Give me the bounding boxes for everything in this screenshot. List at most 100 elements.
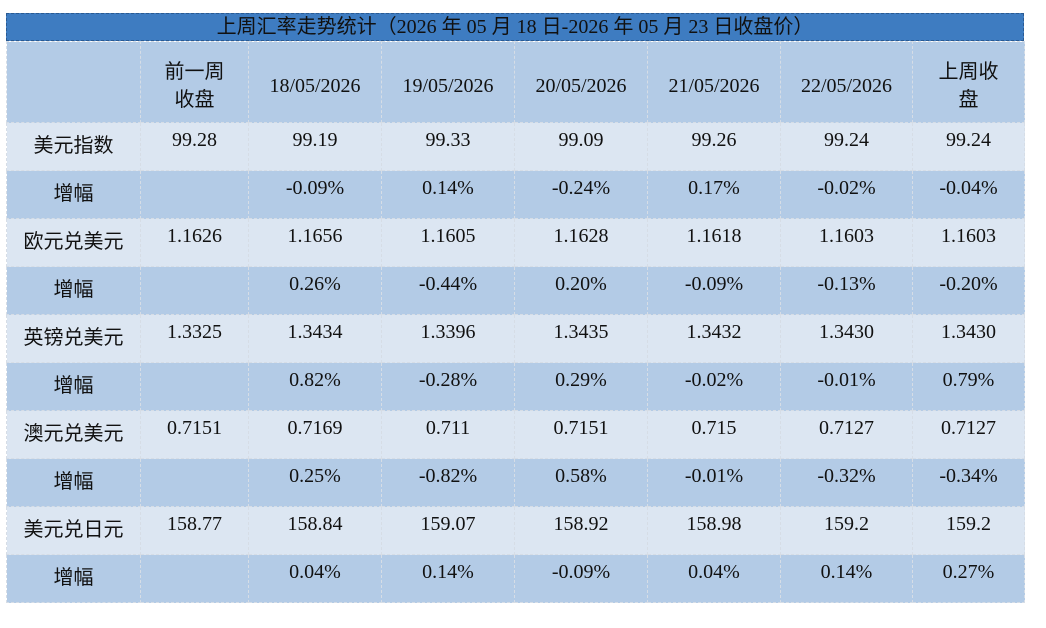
row-label: 增幅 [6, 458, 141, 507]
header-cell: 前一周收盘 [140, 41, 249, 123]
value-cell: 0.715 [647, 410, 781, 459]
value-cell: 0.711 [381, 410, 515, 459]
value-cell: 0.04% [647, 554, 781, 603]
value-cell: 0.26% [248, 266, 382, 315]
header-row: 前一周收盘 18/05/2026 19/05/2026 20/05/2026 21/05… [6, 41, 1025, 123]
value-cell: 1.1603 [912, 218, 1025, 267]
table-row: 欧元兑美元 1.1626 1.1656 1.1605 1.1628 1.1618 1.160… [6, 218, 1025, 267]
rate-table: 前一周收盘 18/05/2026 19/05/2026 20/05/2026 21/05… [6, 41, 1025, 603]
value-cell: 0.7127 [912, 410, 1025, 459]
value-cell: 1.1656 [248, 218, 382, 267]
header-text: 前一周收盘 [164, 61, 225, 111]
empty-cell [140, 170, 249, 219]
value-cell: 1.1626 [140, 218, 249, 267]
value-cell: -0.09% [514, 554, 648, 603]
value-cell: 1.3325 [140, 314, 249, 363]
value-cell: 0.79% [912, 362, 1025, 411]
value-cell: 1.3430 [780, 314, 913, 363]
header-cell: 22/05/2026 [780, 41, 913, 123]
value-cell: -0.34% [912, 458, 1025, 507]
header-cell: 21/05/2026 [647, 41, 781, 123]
value-cell: 158.84 [248, 506, 382, 555]
table-row: 增幅 0.26% -0.44% 0.20% -0.09% -0.13% -0.20% [6, 266, 1025, 315]
value-cell: 159.07 [381, 506, 515, 555]
empty-cell [140, 554, 249, 603]
row-label: 增幅 [6, 362, 141, 411]
header-cell: 18/05/2026 [248, 41, 382, 123]
value-cell: 1.3432 [647, 314, 781, 363]
value-cell: 159.2 [912, 506, 1025, 555]
value-cell: -0.44% [381, 266, 515, 315]
value-cell: 159.2 [780, 506, 913, 555]
value-cell: -0.09% [647, 266, 781, 315]
table-row: 澳元兑美元 0.7151 0.7169 0.711 0.7151 0.715 0.7127 0… [6, 410, 1025, 459]
table-row: 增幅 -0.09% 0.14% -0.24% 0.17% -0.02% -0.04% [6, 170, 1025, 219]
row-label: 澳元兑美元 [6, 410, 141, 459]
value-cell: 0.7151 [514, 410, 648, 459]
value-cell: 0.14% [381, 170, 515, 219]
table-row: 增幅 0.04% 0.14% -0.09% 0.04% 0.14% 0.27% [6, 554, 1025, 603]
value-cell: 0.29% [514, 362, 648, 411]
value-cell: -0.01% [780, 362, 913, 411]
row-label: 美元兑日元 [6, 506, 141, 555]
value-cell: 1.3396 [381, 314, 515, 363]
value-cell: 158.98 [647, 506, 781, 555]
value-cell: -0.01% [647, 458, 781, 507]
empty-cell [140, 362, 249, 411]
value-cell: 1.1628 [514, 218, 648, 267]
value-cell: 1.1603 [780, 218, 913, 267]
value-cell: 0.58% [514, 458, 648, 507]
empty-cell [140, 458, 249, 507]
value-cell: 1.3435 [514, 314, 648, 363]
table-row: 增幅 0.25% -0.82% 0.58% -0.01% -0.32% -0.34% [6, 458, 1025, 507]
header-cell: 上周收盘 [912, 41, 1025, 123]
value-cell: -0.28% [381, 362, 515, 411]
value-cell: 99.28 [140, 122, 249, 171]
row-label: 美元指数 [6, 122, 141, 171]
value-cell: 1.1605 [381, 218, 515, 267]
value-cell: 0.14% [381, 554, 515, 603]
value-cell: -0.82% [381, 458, 515, 507]
row-label: 增幅 [6, 170, 141, 219]
value-cell: 0.25% [248, 458, 382, 507]
empty-cell [140, 266, 249, 315]
row-label: 增幅 [6, 554, 141, 603]
value-cell: 158.92 [514, 506, 648, 555]
value-cell: 0.7127 [780, 410, 913, 459]
value-cell: 99.19 [248, 122, 382, 171]
value-cell: 0.04% [248, 554, 382, 603]
row-label: 欧元兑美元 [6, 218, 141, 267]
value-cell: -0.24% [514, 170, 648, 219]
table-title: 上周汇率走势统计（2026 年 05 月 18 日-2026 年 05 月 23… [6, 13, 1024, 41]
header-text: 上周收盘 [938, 61, 999, 111]
value-cell: -0.04% [912, 170, 1025, 219]
value-cell: -0.13% [780, 266, 913, 315]
value-cell: -0.32% [780, 458, 913, 507]
value-cell: 0.14% [780, 554, 913, 603]
header-corner [6, 41, 141, 123]
header-cell: 20/05/2026 [514, 41, 648, 123]
header-cell: 19/05/2026 [381, 41, 515, 123]
value-cell: -0.09% [248, 170, 382, 219]
value-cell: 1.3434 [248, 314, 382, 363]
value-cell: 0.7151 [140, 410, 249, 459]
row-label: 增幅 [6, 266, 141, 315]
value-cell: -0.20% [912, 266, 1025, 315]
value-cell: 99.33 [381, 122, 515, 171]
value-cell: 0.27% [912, 554, 1025, 603]
table-container: 上周汇率走势统计（2026 年 05 月 18 日-2026 年 05 月 23… [6, 13, 1025, 603]
row-label: 英镑兑美元 [6, 314, 141, 363]
value-cell: 158.77 [140, 506, 249, 555]
table-row: 增幅 0.82% -0.28% 0.29% -0.02% -0.01% 0.79% [6, 362, 1025, 411]
value-cell: 1.1618 [647, 218, 781, 267]
value-cell: 0.7169 [248, 410, 382, 459]
value-cell: 99.26 [647, 122, 781, 171]
table-row: 英镑兑美元 1.3325 1.3434 1.3396 1.3435 1.3432 1.343… [6, 314, 1025, 363]
table-row: 美元指数 99.28 99.19 99.33 99.09 99.26 99.24 99.24 [6, 122, 1025, 171]
value-cell: 0.20% [514, 266, 648, 315]
value-cell: 99.24 [780, 122, 913, 171]
table-row: 美元兑日元 158.77 158.84 159.07 158.92 158.98 159.2… [6, 506, 1025, 555]
value-cell: 99.24 [912, 122, 1025, 171]
value-cell: -0.02% [647, 362, 781, 411]
